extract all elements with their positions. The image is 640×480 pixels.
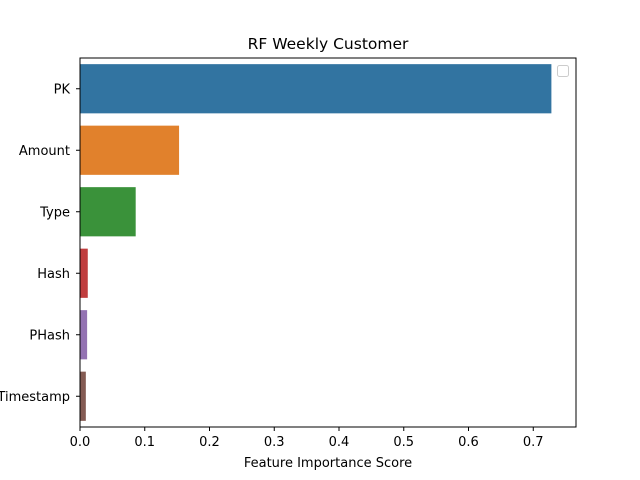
y-axis-ticks: PK Amount Type Hash PHash Timestamp [0,82,80,405]
bar-hash [80,248,88,298]
y-tick-label-hash: Hash [37,267,70,282]
legend-box [557,65,569,77]
bar-pk [80,64,552,114]
x-axis-label: Feature Importance Score [244,456,412,471]
x-tick-label: 0.4 [329,435,350,450]
bars-group [80,64,552,421]
x-tick-label: 0.1 [134,435,155,450]
bar-phash [80,310,88,360]
x-axis-ticks: 0.0 0.1 0.2 0.3 0.4 0.5 0.6 0.7 [70,427,544,450]
bar-type [80,187,136,237]
y-tick-label-amount: Amount [19,144,70,159]
bar-amount [80,125,180,175]
y-tick-label-timestamp: Timestamp [0,390,70,405]
bar-timestamp [80,371,86,421]
x-tick-label: 0.7 [523,435,544,450]
x-tick-label: 0.0 [70,435,91,450]
x-tick-label: 0.6 [458,435,479,450]
x-tick-label: 0.5 [393,435,414,450]
chart-title: RF Weekly Customer [248,35,409,53]
y-tick-label-pk: PK [54,82,71,97]
x-tick-label: 0.3 [264,435,285,450]
y-tick-label-phash: PHash [29,328,70,343]
x-tick-label: 0.2 [199,435,220,450]
plot-frame [79,57,577,428]
y-tick-label-type: Type [39,205,70,220]
